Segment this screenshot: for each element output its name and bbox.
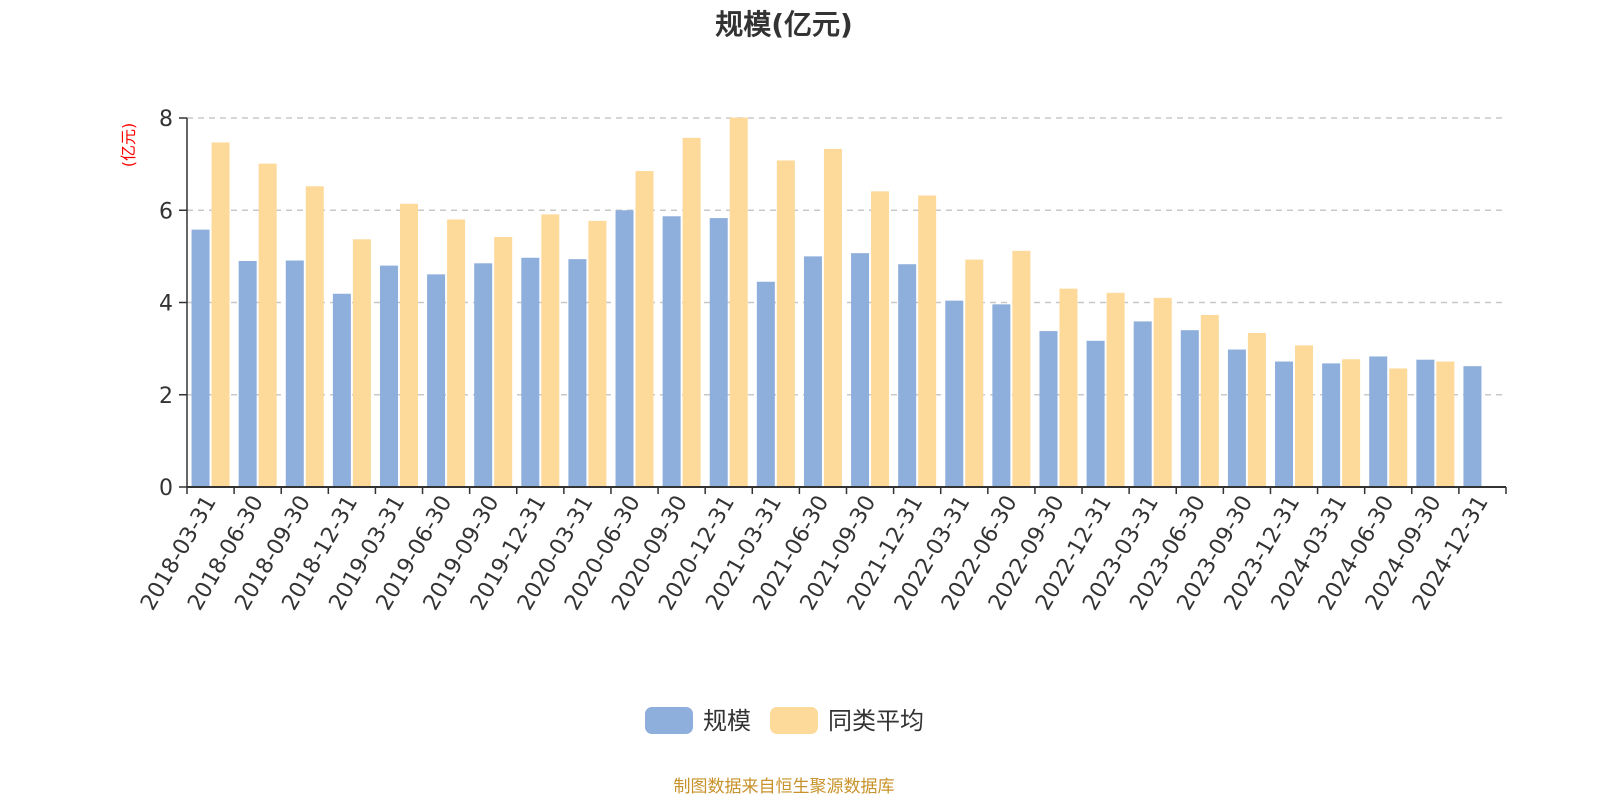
legend-label: 规模 (703, 707, 751, 735)
bar-scale (474, 263, 493, 487)
bar-scale (238, 260, 257, 487)
bar-scale (521, 257, 540, 487)
bar-scale (1133, 321, 1152, 487)
bar-peer-average (1295, 345, 1314, 487)
bar-peer-average (918, 195, 937, 488)
bar-scale (898, 264, 917, 487)
bar-scale (1416, 359, 1435, 487)
bar-peer-average (682, 137, 701, 488)
bar-peer-average (1342, 359, 1361, 487)
y-tick-label: 8 (159, 107, 173, 132)
bar-scale (992, 304, 1011, 487)
bar-peer-average (399, 203, 418, 488)
bar-scale (1463, 366, 1482, 487)
bar-scale (568, 259, 587, 487)
bar-peer-average (729, 117, 748, 487)
chart-title: 规模(亿元) (715, 8, 853, 41)
bar-peer-average (447, 219, 466, 487)
bar-peer-average (1059, 288, 1078, 487)
bar-peer-average (1436, 361, 1455, 487)
bar-peer-average (635, 171, 654, 487)
bar-scale (756, 281, 775, 487)
bar-scale (615, 210, 634, 487)
bar-peer-average (871, 191, 890, 487)
source-note: 制图数据来自恒生聚源数据库 (674, 777, 895, 797)
y-tick-label: 4 (159, 292, 173, 317)
bar-scale (1369, 356, 1388, 487)
bar-scale (803, 256, 822, 487)
bar-peer-average (588, 220, 607, 487)
legend-item[interactable]: 规模 (645, 707, 751, 735)
bar-peer-average (1200, 314, 1219, 487)
bar-peer-average (1012, 250, 1031, 487)
bar-peer-average (1106, 292, 1125, 487)
legend-swatch (645, 707, 693, 734)
bar-scale (851, 253, 870, 487)
bars (191, 117, 1482, 488)
bar-scale (662, 216, 681, 487)
bar-scale (1322, 363, 1341, 487)
bar-peer-average (211, 142, 230, 488)
bar-scale (191, 229, 210, 487)
bar-peer-average (494, 237, 513, 487)
bar-scale (285, 260, 304, 487)
bar-peer-average (258, 163, 277, 487)
bar-peer-average (776, 160, 795, 487)
bar-scale (709, 218, 728, 487)
bar-peer-average (352, 239, 371, 487)
bar-peer-average (305, 186, 324, 487)
y-tick-label: 6 (159, 199, 173, 224)
bar-scale (1039, 331, 1058, 487)
bar-scale (945, 300, 964, 487)
bar-peer-average (1389, 368, 1408, 487)
legend-item[interactable]: 同类平均 (770, 707, 924, 735)
bar-scale (332, 293, 351, 487)
bar-scale (379, 265, 398, 487)
bar-peer-average (965, 259, 984, 487)
bar-peer-average (541, 214, 560, 487)
bar-peer-average (1153, 297, 1172, 487)
y-tick-label: 0 (159, 476, 173, 501)
legend[interactable]: 规模 同类平均 (645, 707, 924, 735)
bar-scale (1227, 349, 1246, 487)
bar-peer-average (1247, 332, 1266, 487)
y-axis-label: (亿元) (119, 123, 138, 168)
legend-label: 同类平均 (828, 707, 924, 735)
y-tick-label: 2 (159, 384, 173, 409)
bar-scale (427, 274, 446, 487)
bar-scale (1275, 361, 1294, 487)
bar-scale (1086, 340, 1105, 487)
bar-peer-average (823, 148, 842, 487)
legend-swatch (770, 707, 818, 734)
bar-scale (1180, 330, 1199, 487)
